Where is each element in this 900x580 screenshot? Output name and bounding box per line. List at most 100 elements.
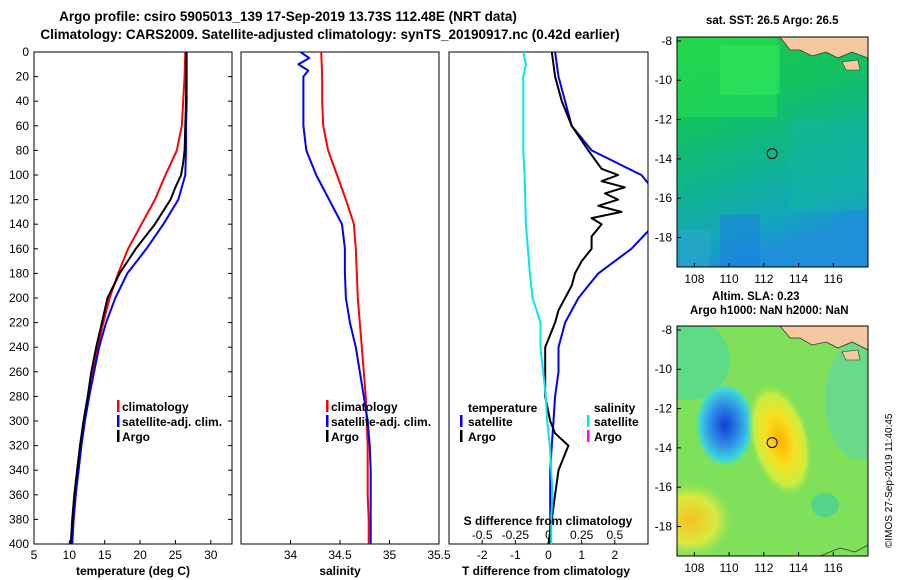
figure-title-line1: Argo profile: csiro 5905013_139 17-Sep-2… (59, 9, 517, 24)
temperature-legend: climatology satellite-adj. clim. Argo (117, 400, 222, 444)
depth-tick-label: 20 (16, 70, 30, 84)
difference-series (522, 52, 648, 544)
temperature-tick-label: 20 (133, 548, 147, 562)
lat-tick-label: -18 (655, 231, 673, 245)
lon-tick-label: 116 (824, 272, 843, 286)
sst-field (677, 37, 868, 267)
temperature-line-2 (69, 52, 187, 544)
legend-swatch-s-argo (587, 430, 590, 442)
lon-tick-label: 114 (789, 561, 808, 575)
legend-swatch-t-argo (460, 430, 463, 442)
altimetry-map-subtitle: Argo h1000: NaN h2000: NaN (690, 305, 849, 317)
legend-label-s-satellite: satellite (594, 415, 639, 429)
depth-tick-label: 0 (22, 45, 29, 59)
sst-map-frame (676, 36, 869, 268)
lat-tick-label: -10 (655, 362, 673, 376)
figure-title-line2: Climatology: CARS2009. Satellite-adjuste… (40, 27, 620, 42)
land-mass (779, 37, 868, 59)
lat-tick-label: -16 (655, 191, 673, 205)
lon-tick-label: 116 (824, 561, 843, 575)
depth-tick-label: 240 (9, 340, 29, 354)
salinity-legend: climatology satellite-adj. clim. Argo (326, 400, 431, 444)
depth-tick-label: 220 (9, 316, 29, 330)
depth-tick-label: 140 (9, 217, 29, 231)
difference-plot-frame (448, 51, 649, 545)
lon-tick-label: 110 (720, 272, 739, 286)
temperature-chart: 0204060801001201401601802002202402602803… (9, 45, 648, 578)
legend-swatch-satellite (117, 415, 120, 427)
depth-tick-label: 180 (9, 266, 29, 280)
depth-tick-label: 300 (9, 414, 29, 428)
lon-tick-label: 108 (684, 561, 704, 575)
s-diff-tick-label: 0.5 (606, 528, 623, 542)
depth-tick-label: 380 (9, 512, 29, 526)
legend-swatch-climatology (117, 400, 120, 412)
temperature-tick-label: 30 (204, 548, 218, 562)
temperature-x-label: temperature (deg C) (76, 564, 190, 578)
depth-tick-label: 120 (9, 193, 29, 207)
legend-label-t-satellite: satellite (468, 415, 513, 429)
legend-heading-temperature: temperature (468, 401, 538, 415)
legend-swatch-s-satellite (587, 415, 590, 427)
s-diff-tick-label: 0.25 (570, 528, 594, 542)
t-diff-tick-label: 2 (611, 548, 618, 562)
depth-tick-label: 40 (16, 94, 30, 108)
depth-tick-label: 400 (9, 537, 29, 551)
salinity-line-0 (320, 52, 370, 544)
difference-line-1 (544, 52, 626, 544)
temperature-tick-label: 25 (169, 548, 183, 562)
t-diff-tick-label: 1 (578, 548, 585, 562)
lat-tick-label: -14 (655, 441, 673, 455)
sst-map-axes: 108 110 112 114 116 -8 -10 -12 -14 -16 -18 (655, 34, 844, 286)
legend-swatch-argo (117, 430, 120, 442)
lon-tick-label: 112 (754, 272, 773, 286)
legend-label-argo: Argo (122, 430, 150, 444)
altimetry-map-frame (676, 325, 869, 557)
lat-tick-label: -18 (655, 520, 673, 534)
depth-tick-label: 60 (16, 119, 30, 133)
argo-location-marker (766, 148, 778, 160)
s-difference-label: S difference from climatology (464, 514, 633, 528)
legend-label-satellite: satellite-adj. clim. (122, 415, 222, 429)
s-diff-tick-label: -0.5 (472, 528, 493, 542)
coastline (819, 544, 868, 556)
legend-heading-salinity: salinity (594, 401, 636, 415)
salinity-line-1 (297, 52, 372, 544)
difference-line-2 (522, 52, 554, 544)
salinity-series (297, 52, 372, 544)
altimetry-map-title: Altim. SLA: 0.23 (712, 291, 800, 303)
depth-tick-label: 160 (9, 242, 29, 256)
legend-label-satellite: satellite-adj. clim. (331, 415, 431, 429)
salinity-x-label: salinity (319, 564, 361, 578)
sst-map: 108 110 112 114 116 -8 -10 -12 -14 -16 -18 (655, 34, 869, 286)
imos-timestamp: ©IMOS 27-Sep-2019 11:40:45 (884, 413, 895, 549)
salinity-tick-label: 34 (284, 548, 298, 562)
t-difference-label: T difference from climatology (462, 564, 630, 578)
temperature-tick-label: 5 (31, 548, 38, 562)
temperature-x-axis: 5 10 15 20 25 30 (31, 540, 218, 562)
altimetry-map: 108 110 112 114 116 -8 -10 -12 -14 -16 -18 (655, 323, 869, 575)
argo-location-marker (766, 437, 778, 449)
s-diff-tick-label: -0.25 (502, 528, 530, 542)
lat-tick-label: -14 (655, 152, 673, 166)
lon-tick-label: 114 (789, 272, 808, 286)
lon-tick-label: 110 (720, 561, 739, 575)
legend-swatch-climatology (326, 400, 329, 412)
depth-tick-label: 340 (9, 463, 29, 477)
lat-tick-label: -8 (661, 34, 672, 48)
legend-swatch-t-satellite (460, 415, 463, 427)
difference-chart: -2 -1 0 1 2 -0.5 -0.25 0 0.25 0.5 S difference fr… (448, 51, 649, 578)
depth-tick-label: 320 (9, 439, 29, 453)
t-diff-tick-label: -1 (510, 548, 521, 562)
t-diff-tick-label: -2 (477, 548, 488, 562)
land-mass (841, 349, 861, 361)
depth-tick-label: 100 (9, 168, 29, 182)
land-mass (779, 326, 868, 351)
depth-tick-label: 260 (9, 365, 29, 379)
salinity-chart: 34 34.5 35 35.5 salinity climatology satell… (240, 51, 451, 578)
temperature-series (69, 52, 188, 544)
difference-axes: -2 -1 0 1 2 -0.5 -0.25 0 0.25 0.5 (472, 528, 624, 562)
difference-legend-salinity: salinity satellite Argo (587, 401, 639, 444)
legend-swatch-satellite (326, 415, 329, 427)
